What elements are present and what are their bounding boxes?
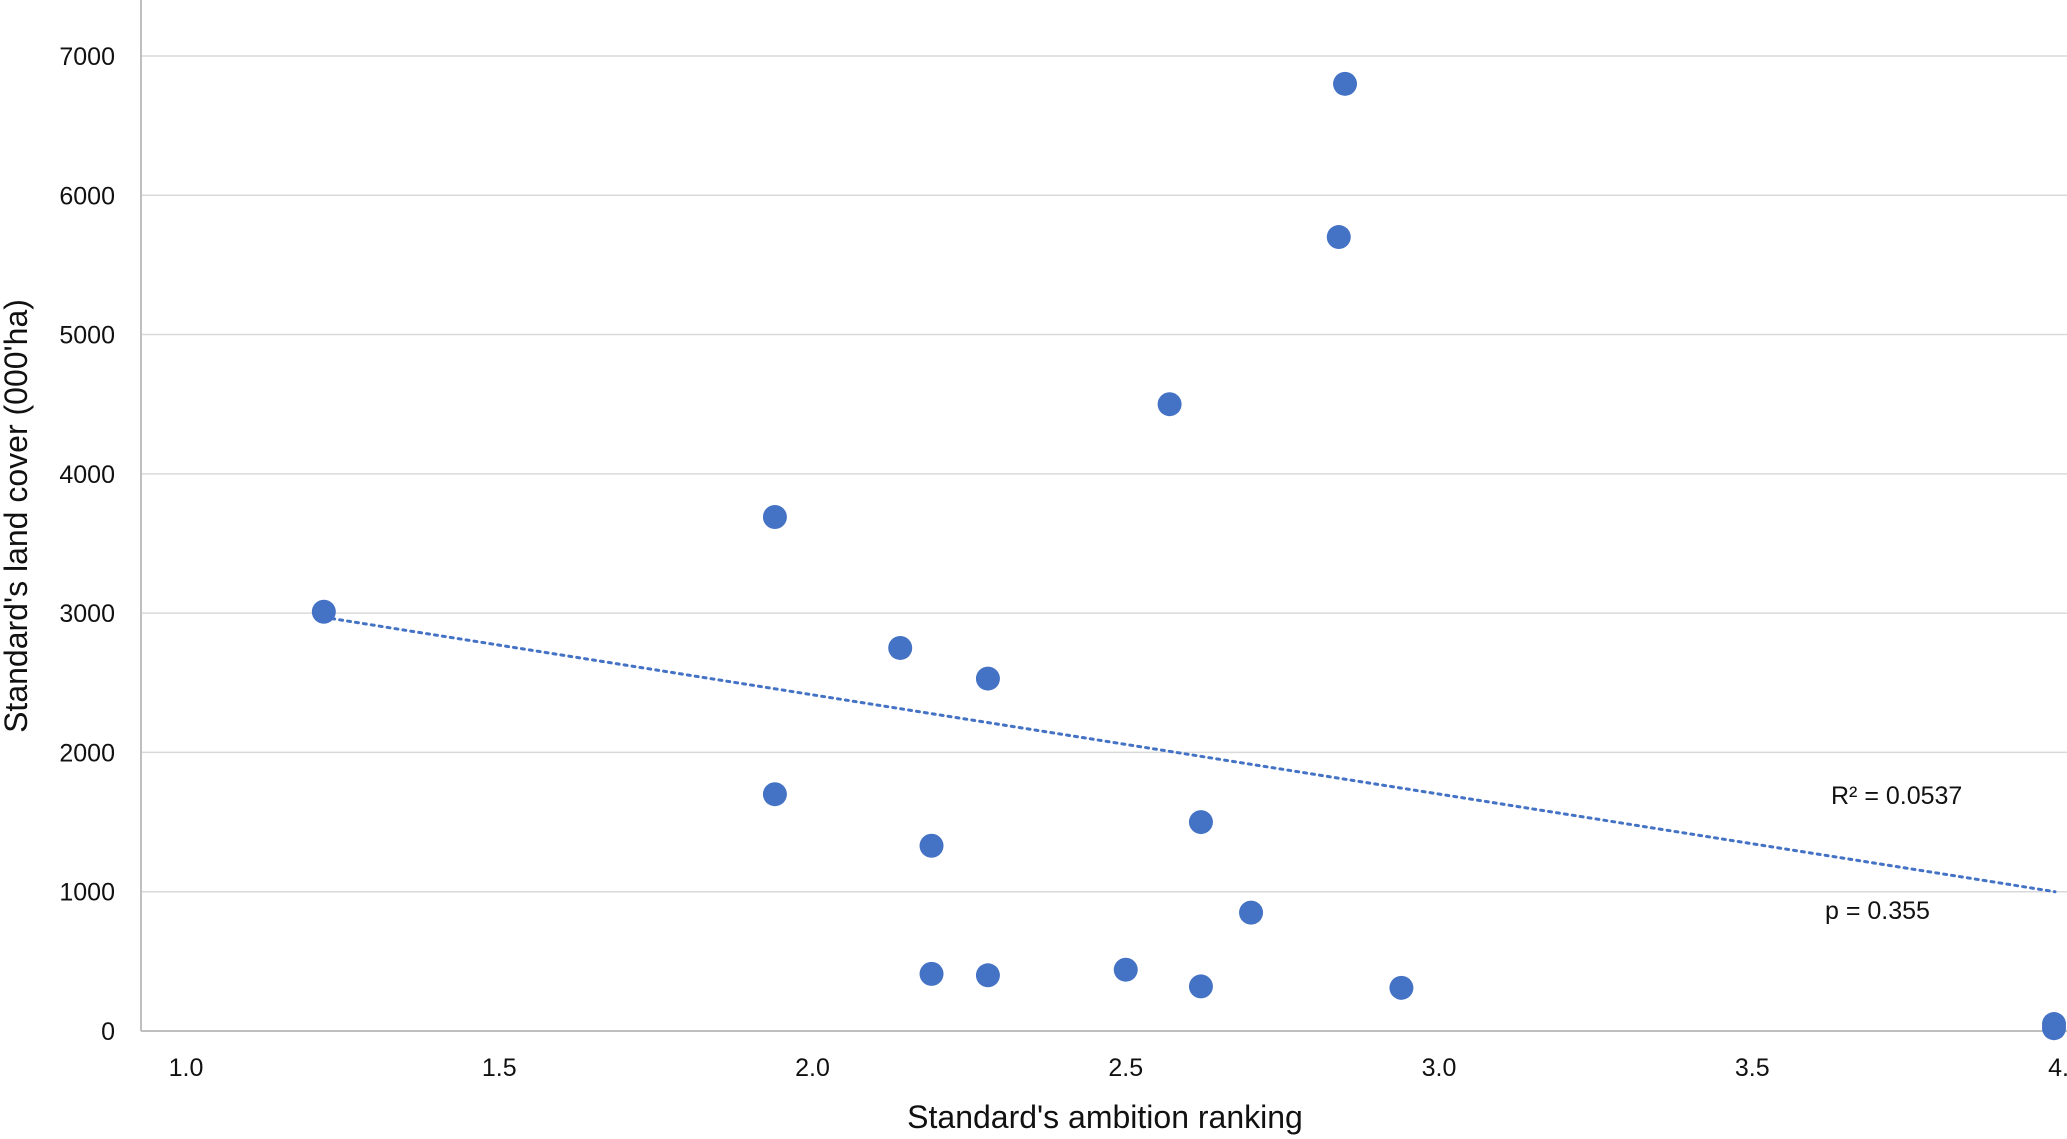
x-axis-title: Standard's ambition ranking — [907, 1099, 1303, 1135]
y-tick-label: 3000 — [59, 600, 115, 628]
p-value-annotation: p = 0.355 — [1825, 897, 1930, 925]
y-axis-title: Standard's land cover (000'ha) — [0, 299, 34, 733]
data-point — [1188, 810, 1213, 835]
x-tick-label: 3.5 — [1735, 1054, 1770, 1082]
y-tick-label: 1000 — [59, 879, 115, 907]
y-tick-label: 7000 — [59, 43, 115, 71]
y-tick-label: 2000 — [59, 739, 115, 767]
x-tick-label: 4.0 — [2048, 1054, 2067, 1082]
x-tick-label: 3.0 — [1422, 1054, 1457, 1082]
data-point — [2042, 1016, 2066, 1041]
x-tick-labels: 1.0 1.5 2.0 2.5 3.0 3.5 4.0 — [169, 1054, 2067, 1082]
gridlines — [141, 55, 2067, 893]
x-tick-label: 2.0 — [795, 1054, 830, 1082]
data-point — [975, 963, 1000, 988]
data-point — [888, 635, 913, 660]
x-tick-label: 1.5 — [482, 1054, 517, 1082]
data-points — [311, 71, 2066, 1041]
data-point — [1326, 225, 1351, 250]
y-tick-label: 4000 — [59, 461, 115, 489]
x-tick-label: 1.0 — [169, 1054, 204, 1082]
data-point — [919, 833, 944, 858]
x-tick-label: 2.5 — [1108, 1054, 1143, 1082]
trendline — [322, 615, 2057, 894]
y-tick-label: 5000 — [59, 322, 115, 350]
data-point — [1188, 974, 1213, 999]
data-point — [762, 782, 787, 807]
y-tick-label: 6000 — [59, 182, 115, 210]
data-point — [975, 666, 1000, 691]
data-point — [1389, 975, 1414, 1000]
y-tick-labels: 0 1000 2000 3000 4000 5000 6000 7000 — [59, 43, 115, 1046]
data-point — [919, 961, 944, 986]
data-point — [762, 505, 787, 530]
data-point — [311, 599, 336, 624]
data-point — [1333, 71, 1358, 96]
r-squared-annotation: R² = 0.0537 — [1831, 782, 1962, 810]
data-point — [1239, 900, 1264, 925]
data-point — [1157, 392, 1182, 417]
axes — [140, 0, 2067, 1032]
y-tick-label: 0 — [101, 1018, 115, 1046]
data-point — [1113, 957, 1138, 982]
